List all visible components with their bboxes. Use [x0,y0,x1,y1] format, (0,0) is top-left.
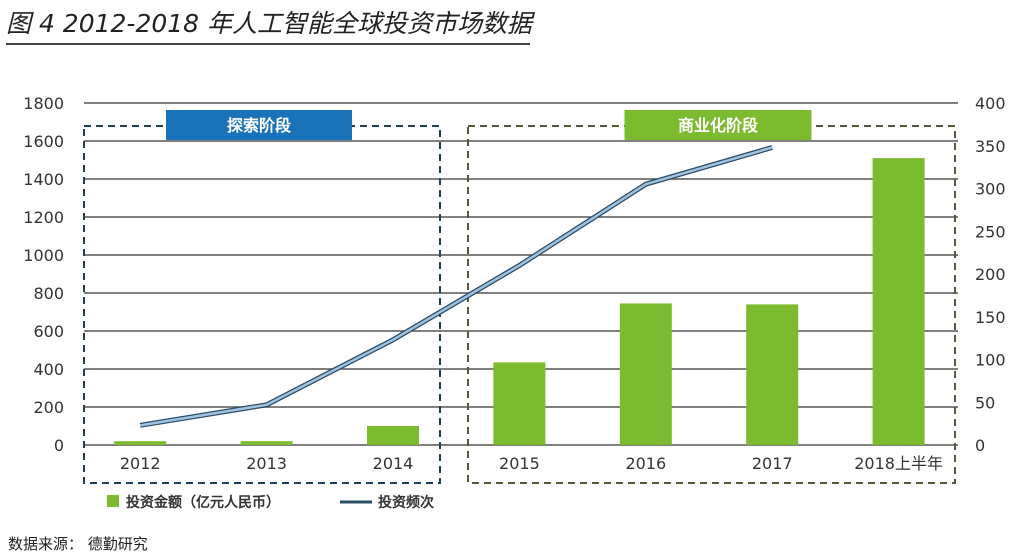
left-tick-label: 800 [33,284,64,303]
right-tick-label: 300 [975,180,1006,199]
legend-label-line: 投资频次 [378,494,434,511]
right-tick-label: 0 [975,436,985,455]
left-tick-label: 1800 [23,94,64,113]
phase-label: 商业化阶段 [678,116,759,135]
left-tick-label: 1400 [23,170,64,189]
data-source: 数据来源： 德勤研究 [8,535,148,553]
phase-label-box [624,110,812,140]
x-tick-label: 2017 [752,454,793,473]
line-series-outline [139,145,773,428]
right-tick-label: 400 [975,94,1006,113]
right-tick-label: 200 [975,265,1006,284]
right-tick-label: 50 [975,393,995,412]
x-tick-label: 2013 [246,454,287,473]
left-tick-label: 1200 [23,208,64,227]
left-tick-label: 600 [33,322,64,341]
legend-swatch-bar [107,495,119,507]
phase-label: 探索阶段 [227,116,292,135]
x-tick-label: 2016 [625,454,666,473]
left-tick-label: 0 [54,436,64,455]
left-tick-label: 1600 [23,132,64,151]
left-tick-label: 200 [33,398,64,417]
phase-label-box [166,110,352,140]
bar [619,303,672,445]
x-tick-label: 2014 [373,454,414,473]
right-tick-label: 100 [975,351,1006,370]
bar [240,441,293,445]
bar [746,304,799,445]
phase-box [83,125,441,484]
right-tick-label: 350 [975,137,1006,156]
right-tick-label: 150 [975,308,1006,327]
legend-label-bar: 投资金额（亿元人民币） [126,494,280,511]
x-tick-label: 2018上半年 [854,454,943,473]
bar [367,426,419,445]
x-tick-label: 2015 [499,454,540,473]
bar [872,158,925,445]
left-tick-label: 400 [33,360,64,379]
bar [114,441,167,445]
line-series [139,146,773,427]
bar [493,362,546,445]
right-tick-label: 250 [975,222,1006,241]
chart-title: 图 4 2012-2018 年人工智能全球投资市场数据 [6,4,532,45]
x-tick-label: 2012 [120,454,161,473]
left-tick-label: 1000 [23,246,64,265]
